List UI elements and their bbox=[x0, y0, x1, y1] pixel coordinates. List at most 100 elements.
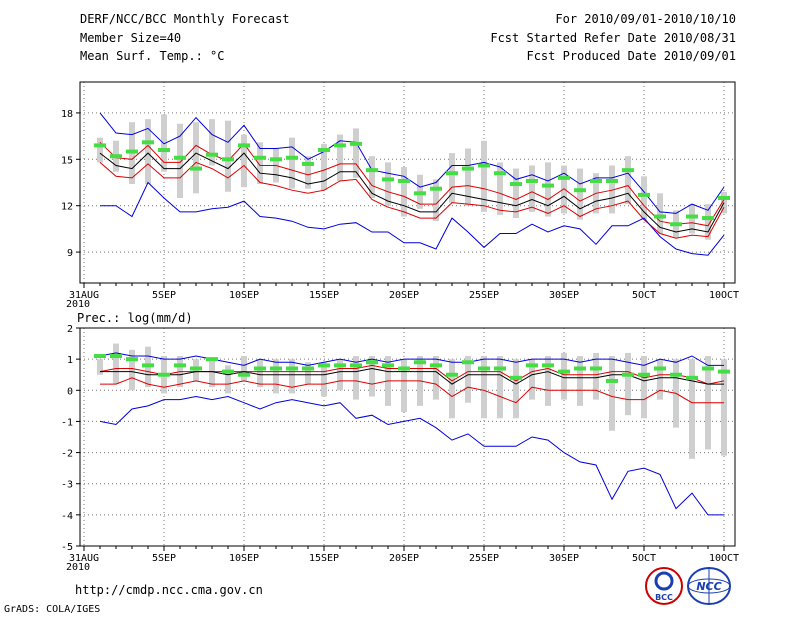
prec-obs-marker bbox=[174, 363, 186, 368]
temp-spread-bar bbox=[481, 140, 487, 212]
temp-x-tick-label: 31AUG bbox=[69, 290, 99, 301]
prec-x-tick-label: 5SEP bbox=[152, 553, 176, 564]
temp-spread-bar bbox=[689, 204, 695, 234]
prec-spread-bar bbox=[401, 359, 407, 413]
temp-obs-marker bbox=[622, 168, 634, 173]
prec-obs-marker bbox=[622, 372, 634, 377]
prec-spread-bar bbox=[273, 359, 279, 394]
temp-obs-marker bbox=[462, 166, 474, 171]
temp-obs-marker bbox=[174, 155, 186, 160]
prec-obs-marker bbox=[558, 369, 570, 374]
prec-y-tick-label: -5 bbox=[61, 542, 73, 553]
prec-obs-marker bbox=[302, 366, 314, 371]
temp-obs-marker bbox=[718, 195, 730, 200]
temp-spread-bar bbox=[465, 148, 471, 206]
temp-spread-bar bbox=[305, 156, 311, 189]
temp-x-tick-label: 5OCT bbox=[632, 290, 656, 301]
prec-y-tick-label: 1 bbox=[67, 355, 73, 366]
temp-spread-bar bbox=[225, 120, 231, 192]
grads-credit: GrADS: COLA/IGES bbox=[4, 604, 101, 615]
prec-spread-bar bbox=[545, 356, 551, 406]
prec-obs-marker bbox=[94, 354, 106, 359]
temp-obs-marker bbox=[350, 141, 362, 146]
temp-obs-marker bbox=[478, 163, 490, 168]
prec-obs-marker bbox=[478, 366, 490, 371]
temp-max-line bbox=[99, 112, 725, 214]
temp-spread-bar bbox=[353, 128, 359, 178]
prec-obs-marker bbox=[590, 366, 602, 371]
temp-obs-marker bbox=[190, 166, 202, 171]
temp-obs-marker bbox=[542, 183, 554, 188]
prec-spread-bar bbox=[609, 356, 615, 431]
prec-spread-bar bbox=[593, 352, 599, 400]
prec-spread-bar bbox=[689, 359, 695, 459]
prec-obs-marker bbox=[238, 372, 250, 377]
prec-spread-bar bbox=[657, 359, 663, 400]
prec-x-tick-label: 25SEP bbox=[469, 553, 499, 564]
temp-spread-bar bbox=[545, 162, 551, 217]
temp-spread-bar bbox=[161, 114, 167, 172]
prec-max-line bbox=[99, 352, 724, 366]
prec-spread-bar bbox=[241, 356, 247, 381]
temp-spread-bar bbox=[369, 156, 375, 198]
temp-obs-marker bbox=[638, 192, 650, 197]
prec-spread-bar bbox=[513, 359, 519, 419]
prec-obs-marker bbox=[142, 363, 154, 368]
temp-spread-bar bbox=[241, 134, 247, 188]
prec-obs-marker bbox=[510, 375, 522, 380]
prec-y-tick-label: -3 bbox=[61, 480, 73, 491]
prec-obs-marker bbox=[574, 366, 586, 371]
temp-obs-marker bbox=[654, 214, 666, 219]
temp-obs-marker bbox=[366, 168, 378, 173]
temp-x-tick-label: 30SEP bbox=[549, 290, 579, 301]
temp-plot-frame bbox=[79, 81, 736, 284]
temp-obs-marker bbox=[590, 178, 602, 183]
prec-spread-bar bbox=[369, 356, 375, 397]
temp-spread-bar bbox=[513, 168, 519, 219]
prec-spread-bar bbox=[577, 356, 583, 406]
temp-x-tick-label: 10SEP bbox=[229, 290, 259, 301]
prec-obs-marker bbox=[366, 360, 378, 365]
prec-obs-marker bbox=[670, 372, 682, 377]
prec-obs-marker bbox=[190, 366, 202, 371]
temp-x-tick-label: 5SEP bbox=[152, 290, 176, 301]
prec-obs-marker bbox=[702, 366, 714, 371]
temp-obs-marker bbox=[558, 175, 570, 180]
temp-obs-marker bbox=[670, 222, 682, 227]
prec-x-tick-label: 10OCT bbox=[709, 553, 739, 564]
prec-obs-marker bbox=[286, 366, 298, 371]
temp-obs-marker bbox=[206, 152, 218, 157]
prec-lower-line bbox=[100, 377, 724, 404]
prec-spread-bar bbox=[97, 359, 103, 375]
prec-obs-marker bbox=[334, 363, 346, 368]
temp-y-tick-label: 18 bbox=[61, 109, 73, 120]
prec-obs-marker bbox=[686, 375, 698, 380]
prec-spread-bar bbox=[497, 356, 503, 419]
source-url[interactable]: http://cmdp.ncc.cma.gov.cn bbox=[75, 583, 263, 597]
prec-obs-marker bbox=[718, 369, 730, 374]
temp-obs-marker bbox=[238, 143, 250, 148]
temp-spread-bar bbox=[529, 165, 535, 212]
prec-x-tick-label: 31AUG bbox=[69, 553, 99, 564]
temp-spread-bar bbox=[433, 179, 439, 222]
bcc-logo: BCC bbox=[645, 567, 683, 605]
prec-spread-bar bbox=[209, 359, 215, 388]
temp-y-tick-label: 12 bbox=[61, 202, 73, 213]
prec-x-tick-label: 20SEP bbox=[389, 553, 419, 564]
temp-obs-marker bbox=[318, 148, 330, 153]
temp-obs-marker bbox=[254, 155, 266, 160]
prec-obs-marker bbox=[110, 354, 122, 359]
prec-obs-marker bbox=[270, 366, 282, 371]
temp-obs-marker bbox=[702, 216, 714, 221]
prec-obs-marker bbox=[430, 363, 442, 368]
temp-spread-bar bbox=[497, 162, 503, 215]
temp-spread-bar bbox=[401, 167, 407, 217]
temp-spread-bar bbox=[177, 123, 183, 198]
prec-spread-bar bbox=[465, 356, 471, 403]
temp-obs-marker bbox=[606, 178, 618, 183]
prec-obs-marker bbox=[494, 366, 506, 371]
temp-spread-bar bbox=[257, 142, 263, 185]
prec-obs-marker bbox=[606, 378, 618, 383]
temp-obs-marker bbox=[446, 171, 458, 176]
prec-spread-bar bbox=[321, 362, 327, 397]
